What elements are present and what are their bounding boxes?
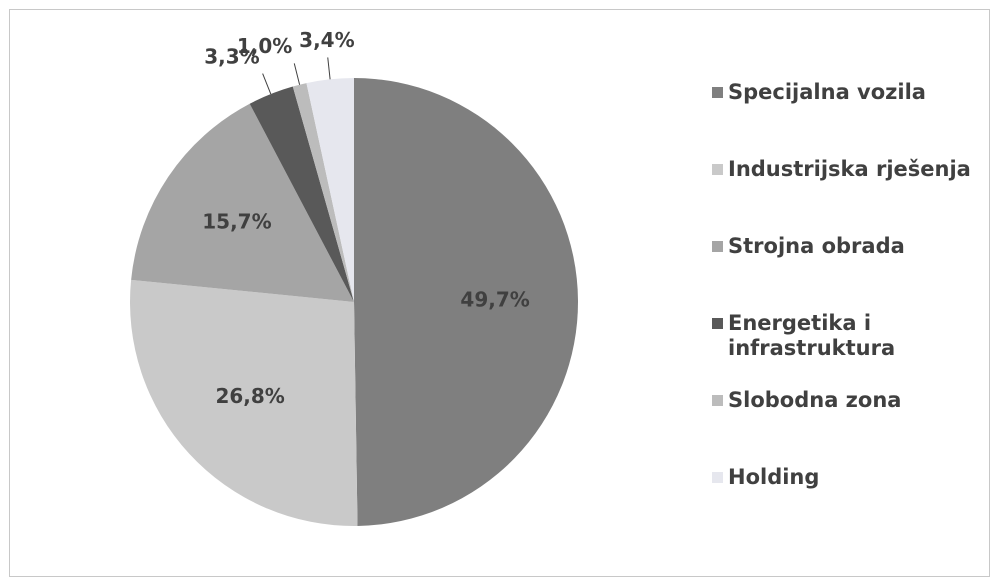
data-label: 26,8% — [215, 384, 284, 408]
legend-item: Holding — [712, 465, 974, 542]
pie-slice — [129, 279, 358, 526]
data-label: 15,7% — [202, 210, 271, 234]
pie-slice — [249, 86, 354, 302]
chart-border — [9, 9, 990, 577]
pie-slice — [131, 103, 354, 302]
legend-item: Strojna obrada — [712, 234, 974, 311]
legend-swatch — [712, 395, 723, 406]
legend-item: Energetika i infrastruktura — [712, 311, 974, 388]
leader-line — [293, 63, 301, 85]
legend-label: Energetika i infrastruktura — [728, 311, 896, 360]
legend-label: Specijalna vozila — [728, 80, 926, 104]
legend-item: Specijalna vozila — [712, 80, 974, 157]
data-label: 49,7% — [460, 287, 529, 311]
legend-swatch — [712, 472, 723, 483]
legend-label: Holding — [728, 465, 820, 489]
legend-item: Industrijska rješenja — [712, 157, 974, 234]
pie-slice — [354, 78, 578, 526]
data-label: 1,0% — [237, 34, 292, 58]
leader-line — [262, 73, 272, 95]
legend-swatch — [712, 318, 723, 329]
pie-slice — [306, 78, 354, 302]
legend-label: Strojna obrada — [728, 234, 905, 258]
legend-item: Slobodna zona — [712, 388, 974, 465]
legend-label: Industrijska rješenja — [728, 157, 971, 181]
leader-line — [327, 57, 331, 80]
data-label: 3,4% — [299, 28, 354, 52]
data-label: 3,3% — [204, 45, 259, 69]
legend-swatch — [712, 164, 723, 175]
legend: Specijalna vozila Industrijska rješenja St… — [712, 80, 974, 542]
legend-swatch — [712, 241, 723, 252]
legend-swatch — [712, 87, 723, 98]
legend-label: Slobodna zona — [728, 388, 902, 412]
pie-slice — [292, 83, 354, 302]
